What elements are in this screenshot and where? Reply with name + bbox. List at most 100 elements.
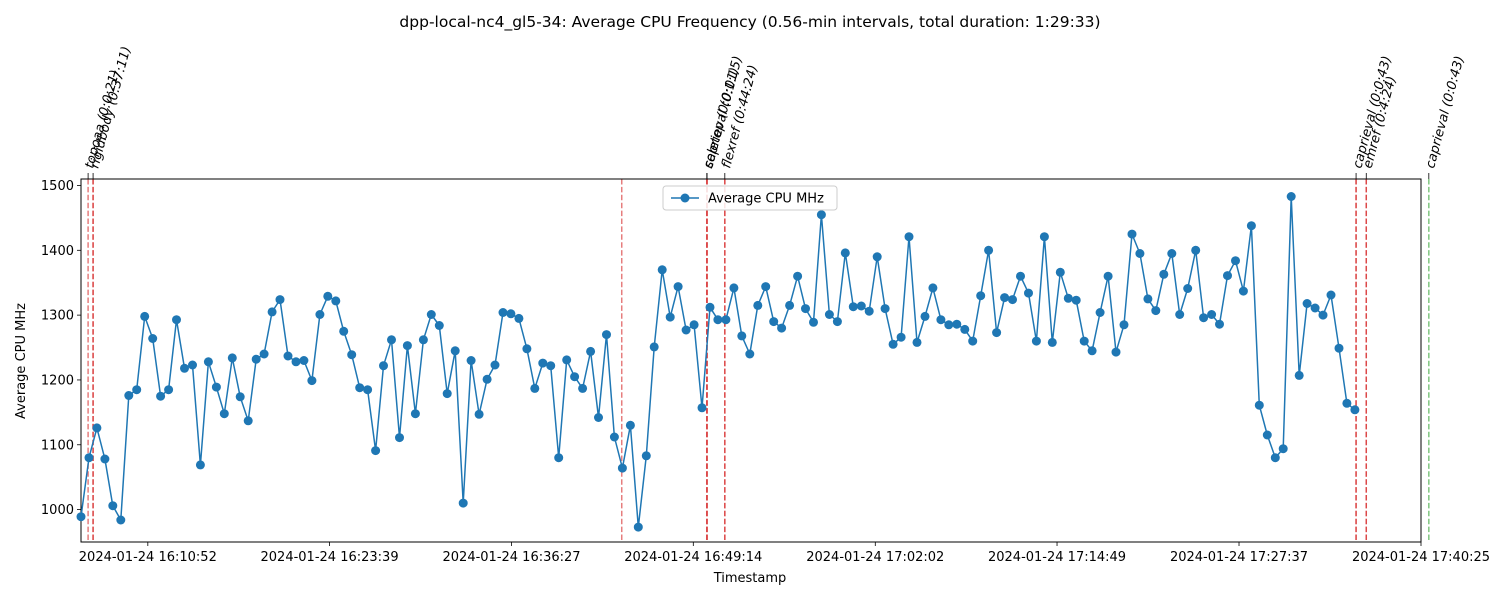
data-point — [76, 512, 86, 522]
data-point — [1207, 310, 1217, 319]
y-tick-label: 1400 — [41, 244, 74, 259]
data-point — [864, 306, 874, 316]
data-point — [1302, 299, 1312, 308]
data-point — [1016, 271, 1025, 281]
data-point — [1135, 249, 1145, 258]
data-point — [1047, 337, 1057, 347]
y-axis-label: Average CPU MHz — [14, 303, 29, 419]
data-point — [1262, 430, 1272, 440]
legend-marker-swatch — [680, 193, 690, 203]
data-point — [84, 453, 94, 463]
data-point — [546, 361, 556, 371]
data-point — [92, 423, 102, 433]
data-point — [108, 501, 118, 511]
annotation-label-7: caprieval (0:0:43) — [1423, 54, 1467, 170]
data-point — [474, 409, 484, 419]
data-point — [299, 356, 309, 365]
data-point — [984, 245, 994, 255]
data-point — [1175, 310, 1185, 319]
data-point — [522, 344, 532, 354]
data-point — [283, 351, 293, 361]
data-point — [1270, 453, 1280, 463]
data-point — [856, 301, 866, 311]
data-point — [594, 413, 603, 422]
data-point — [753, 300, 763, 310]
data-point — [769, 317, 779, 327]
annotation-label-1: rigidbody (0:37:11) — [87, 45, 134, 170]
data-point — [673, 282, 683, 292]
data-point — [992, 328, 1002, 338]
data-point — [697, 403, 707, 413]
data-point — [586, 346, 596, 356]
data-point — [848, 302, 858, 312]
x-axis-label: Timestamp — [713, 571, 787, 586]
data-point — [1087, 346, 1097, 356]
x-tick-label: 2024-01-24 16:36:27 — [443, 550, 581, 565]
data-point — [1119, 320, 1129, 330]
data-point — [339, 326, 349, 336]
data-point — [434, 321, 444, 330]
data-point — [530, 383, 540, 393]
data-point — [188, 360, 197, 370]
data-point — [657, 265, 667, 275]
data-point — [729, 283, 739, 293]
data-point — [1071, 295, 1081, 305]
x-tick-label: 2024-01-24 17:02:02 — [806, 550, 944, 565]
data-point — [952, 319, 962, 329]
y-tick-label: 1200 — [41, 373, 74, 388]
data-point — [625, 420, 635, 430]
data-point — [148, 334, 158, 343]
data-point — [602, 330, 611, 340]
data-point — [315, 310, 325, 319]
data-point — [219, 409, 229, 419]
data-point — [156, 391, 166, 401]
data-point — [1000, 293, 1010, 303]
data-point — [721, 315, 731, 325]
data-point — [920, 311, 930, 321]
legend-label: Average CPU MHz — [708, 192, 824, 207]
data-point — [1278, 444, 1288, 454]
data-point — [1167, 249, 1177, 258]
data-point — [777, 323, 787, 333]
data-point — [1008, 295, 1017, 305]
data-point — [442, 389, 452, 399]
data-point — [323, 291, 333, 301]
y-tick-label: 1000 — [41, 503, 74, 518]
data-point — [912, 337, 922, 347]
data-point — [1103, 271, 1113, 281]
data-point — [140, 311, 150, 321]
data-point — [1215, 319, 1224, 329]
data-point — [1223, 271, 1232, 281]
data-point — [816, 210, 826, 220]
data-point — [665, 312, 675, 322]
data-point — [259, 349, 269, 359]
data-point — [617, 463, 627, 473]
data-point — [1183, 284, 1193, 293]
data-point — [824, 310, 834, 319]
data-point — [211, 382, 221, 392]
data-point — [402, 341, 412, 351]
data-point — [498, 308, 508, 317]
data-point — [1254, 400, 1264, 410]
data-point — [203, 357, 213, 367]
data-point — [840, 248, 850, 258]
data-point — [331, 296, 341, 306]
data-point — [888, 339, 898, 349]
data-point — [641, 451, 651, 461]
data-point — [570, 372, 580, 382]
data-point — [745, 349, 755, 359]
data-point — [410, 409, 420, 419]
data-point — [172, 315, 181, 325]
data-point — [100, 454, 110, 464]
data-point — [180, 363, 189, 373]
data-point — [1238, 286, 1248, 296]
data-point — [307, 376, 317, 386]
data-point — [1342, 398, 1352, 408]
data-point — [482, 374, 492, 384]
data-point — [116, 515, 126, 525]
data-point — [371, 446, 381, 456]
data-point — [1039, 232, 1049, 242]
data-point — [243, 416, 253, 426]
data-point — [195, 460, 205, 470]
